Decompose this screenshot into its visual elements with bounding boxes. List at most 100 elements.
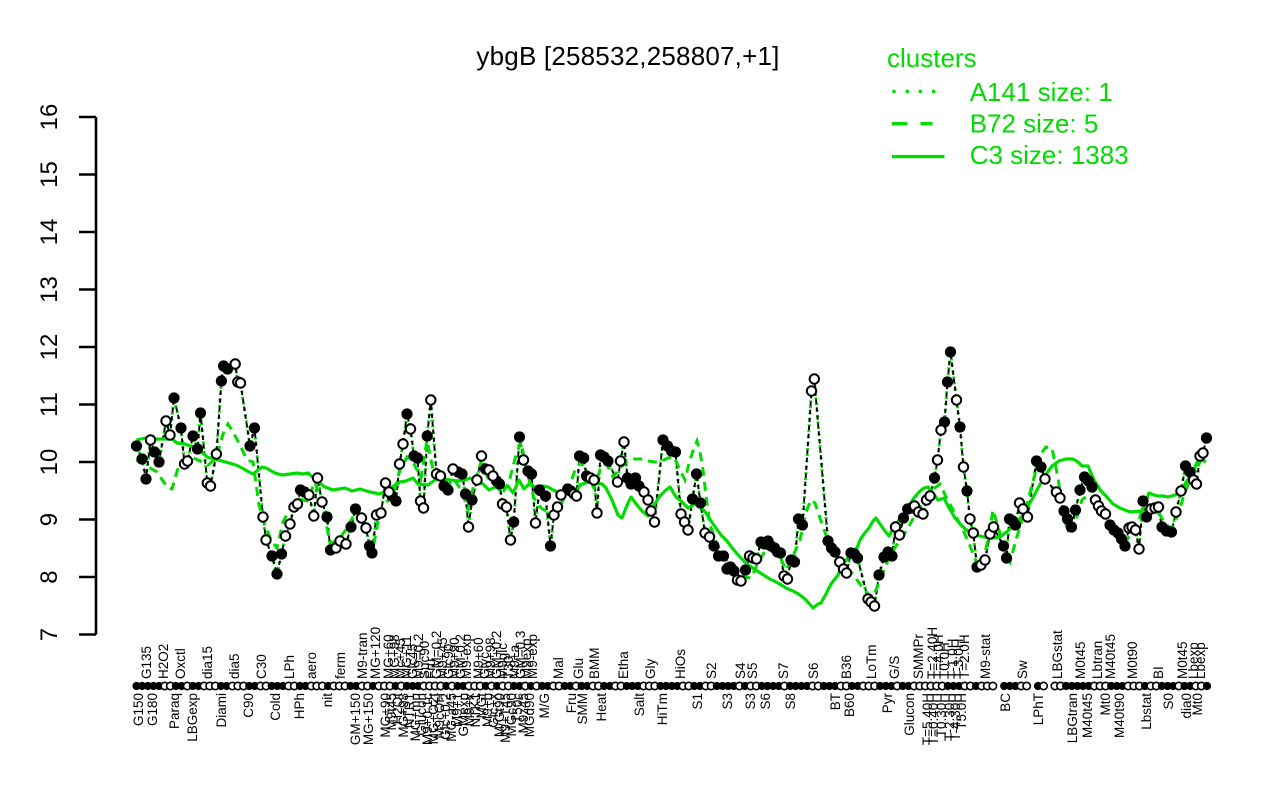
svg-text:S6: S6	[758, 693, 773, 710]
svg-text:Mt0: Mt0	[1190, 693, 1205, 716]
svg-text:M9+60: M9+60	[471, 637, 486, 679]
svg-text:S5: S5	[745, 662, 760, 679]
svg-text:T=2.40H: T=2.40H	[925, 627, 940, 679]
svg-text:S6: S6	[806, 662, 821, 679]
svg-text:MG+11: MG+11	[399, 635, 414, 679]
svg-text:LBGtran: LBGtran	[1065, 693, 1080, 743]
svg-text:M9t45: M9t45	[384, 693, 399, 731]
svg-text:ferm: ferm	[333, 652, 348, 679]
svg-text:HiOs: HiOs	[673, 649, 688, 679]
svg-text:T=5.40H: T=5.40H	[920, 693, 935, 745]
svg-text:dia5: dia5	[227, 653, 242, 679]
svg-text:aero: aero	[304, 652, 319, 679]
svg-text:MG-a45: MG-a45	[444, 693, 459, 742]
svg-text:clusters: clusters	[887, 43, 977, 73]
svg-text:H2O2: H2O2	[156, 644, 171, 679]
svg-text:S7: S7	[776, 662, 791, 679]
svg-text:Lbexp: Lbexp	[1186, 642, 1201, 679]
svg-text:M9+b: M9+b	[480, 693, 495, 727]
svg-text:M40t45: M40t45	[1080, 693, 1095, 738]
svg-text:Glu: Glu	[571, 658, 586, 679]
svg-text:T-2.30H: T-2.30H	[942, 693, 957, 741]
svg-text:MG+O2t: MG+O2t	[426, 693, 441, 745]
svg-text:S8: S8	[783, 693, 798, 710]
svg-text:C30: C30	[254, 654, 269, 679]
svg-text:Lbexp: Lbexp	[1193, 642, 1208, 679]
svg-text:T50c: T50c	[510, 693, 525, 723]
svg-text:Cold: Cold	[268, 693, 283, 721]
svg-text:Sw: Sw	[1015, 660, 1030, 679]
svg-text:dia15: dia15	[200, 646, 215, 679]
svg-text:M9-exp: M9-exp	[459, 634, 474, 679]
svg-text:Glc+0.2: Glc+0.2	[438, 693, 453, 740]
svg-text:C3 size: 1383: C3 size: 1383	[970, 140, 1129, 170]
svg-text:LPh: LPh	[282, 655, 297, 679]
svg-text:M9-tran: M9-tran	[355, 632, 370, 679]
svg-text:Fru: Fru	[564, 693, 579, 713]
svg-text:Glucon: Glucon	[414, 693, 429, 736]
svg-text:T=4.0H: T=4.0H	[931, 634, 946, 679]
svg-text:M9glc: M9glc	[495, 643, 510, 679]
svg-text:T30: T30	[501, 656, 516, 679]
svg-text:dia0: dia0	[1179, 693, 1194, 719]
svg-text:MG+150: MG+150	[361, 693, 376, 745]
svg-text:Oxctl: Oxctl	[173, 648, 188, 679]
svg-text:B36: B36	[839, 655, 854, 679]
svg-text:MG+98: MG+98	[387, 634, 402, 679]
svg-text:T=0.40H: T=0.40H	[926, 693, 941, 745]
svg-text:LBGexp: LBGexp	[185, 693, 200, 742]
svg-text:13: 13	[36, 276, 63, 303]
svg-text:MG+mu: MG+mu	[408, 693, 423, 741]
svg-text:B60: B60	[842, 693, 857, 717]
svg-text:M9z45: M9z45	[516, 693, 531, 734]
svg-text:M9+0.1c: M9+0.1c	[420, 693, 435, 745]
svg-text:NTK1: NTK1	[468, 693, 483, 728]
svg-text:S3: S3	[743, 693, 758, 710]
svg-text:M0t90: M0t90	[1125, 641, 1140, 679]
svg-text:SMM: SMM	[575, 693, 590, 725]
svg-text:Diami: Diami	[214, 693, 229, 728]
svg-text:M0t45: M0t45	[1073, 641, 1088, 679]
svg-text:T=2.0H: T=2.0H	[957, 634, 972, 679]
svg-text:S0: S0	[1161, 693, 1176, 710]
svg-text:MGt: MGt	[474, 693, 489, 719]
svg-text:S4: S4	[733, 662, 748, 679]
svg-text:S1: S1	[690, 693, 705, 710]
svg-text:Paraq: Paraq	[167, 693, 182, 729]
svg-text:GMexp: GMexp	[456, 693, 471, 737]
svg-text:12: 12	[36, 334, 63, 361]
svg-text:G180: G180	[145, 693, 160, 726]
svg-text:Suc90: Suc90	[417, 641, 432, 679]
svg-text:M/Gt90: M/Gt90	[492, 693, 507, 737]
svg-text:7: 7	[36, 628, 63, 641]
svg-text:BC: BC	[998, 693, 1013, 712]
svg-text:16: 16	[36, 104, 63, 131]
svg-text:S2: S2	[704, 662, 719, 679]
svg-text:Salt: Salt	[632, 693, 647, 717]
svg-text:M0t45: M0t45	[1175, 641, 1190, 679]
svg-text:MGc90: MGc90	[504, 693, 519, 737]
svg-text:11: 11	[36, 392, 63, 417]
svg-text:LBGstat: LBGstat	[1050, 630, 1065, 679]
svg-text:C90: C90	[241, 693, 256, 718]
svg-text:G150: G150	[131, 693, 146, 726]
svg-text:T0:0H: T0:0H	[937, 642, 952, 679]
svg-text:M9=0.2: M9=0.2	[411, 634, 426, 679]
svg-text:GM=0.2: GM=0.2	[429, 631, 444, 679]
svg-text:M/G: M/G	[537, 693, 552, 719]
svg-text:Glc90: Glc90	[441, 644, 456, 679]
svg-text:Gly: Gly	[643, 659, 658, 680]
svg-text:GM-0.2: GM-0.2	[453, 634, 468, 679]
svg-text:Mt0: Mt0	[1098, 693, 1113, 716]
svg-text:Etha: Etha	[616, 651, 631, 679]
svg-text:M9+90: M9+90	[447, 637, 462, 679]
svg-text:Mc+45: Mc+45	[393, 638, 408, 679]
svg-text:NTR1: NTR1	[402, 693, 417, 728]
svg-text:B72 size: 5: B72 size: 5	[970, 109, 1099, 139]
svg-text:M9+1: M9+1	[450, 693, 465, 727]
svg-text:Glc+x: Glc+x	[486, 693, 501, 728]
svg-text:Lbtran: Lbtran	[1090, 641, 1105, 679]
svg-text:LoTm: LoTm	[864, 644, 879, 679]
svg-text:HiTm: HiTm	[655, 693, 670, 725]
svg-text:T-4.30H: T-4.30H	[948, 693, 963, 741]
